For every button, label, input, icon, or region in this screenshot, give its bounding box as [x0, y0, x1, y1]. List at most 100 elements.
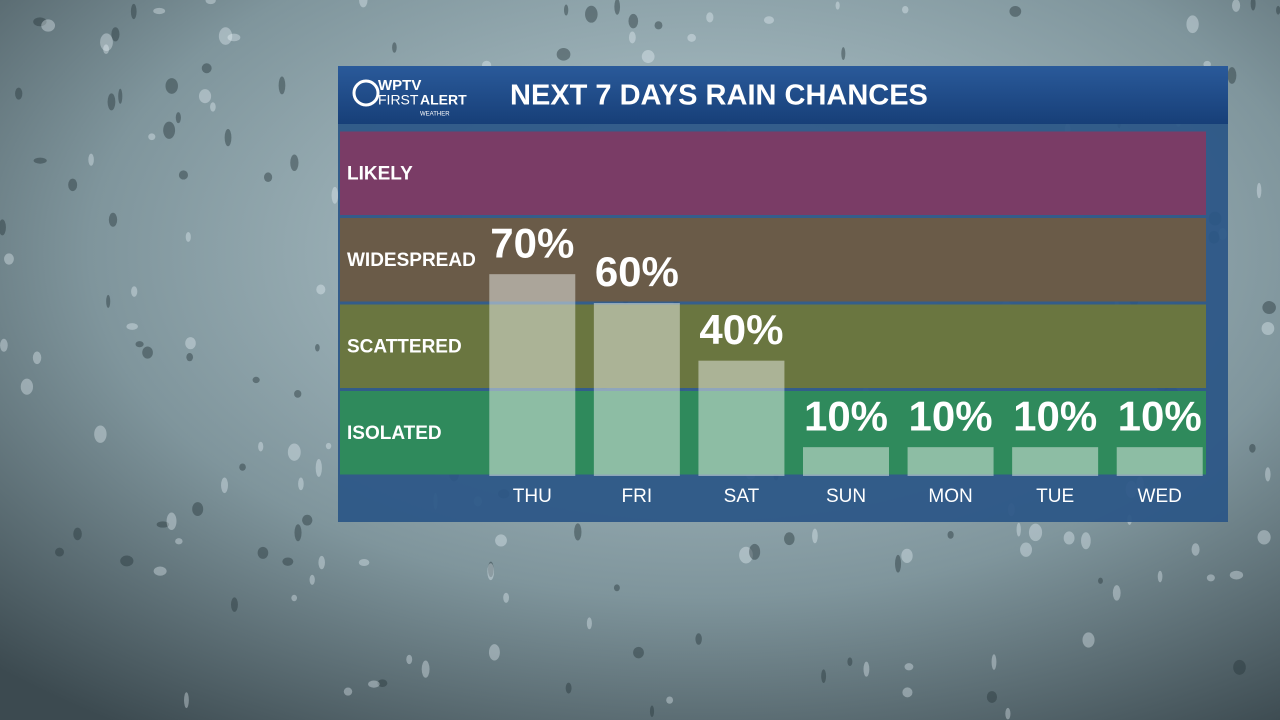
drop	[291, 594, 298, 602]
drop	[290, 154, 299, 172]
drop	[503, 592, 510, 603]
drop	[633, 646, 644, 659]
drop	[392, 42, 397, 53]
drop	[586, 617, 592, 630]
drop	[4, 253, 14, 265]
band	[340, 218, 1206, 302]
drop	[0, 338, 8, 352]
drop	[68, 178, 78, 192]
drop	[15, 87, 23, 100]
drop	[107, 93, 116, 111]
drop	[33, 157, 47, 164]
drop	[1261, 321, 1275, 336]
drop	[991, 654, 997, 670]
drop	[1249, 443, 1256, 453]
drop	[1081, 532, 1091, 550]
drop	[1028, 523, 1043, 542]
drop	[153, 566, 167, 576]
value-label: 10%	[804, 392, 888, 439]
drop	[895, 554, 902, 573]
x-tick-label: FRI	[622, 486, 653, 507]
drop	[1227, 67, 1237, 84]
drop	[263, 172, 273, 182]
drop	[1186, 15, 1199, 34]
drop	[186, 353, 194, 362]
drop	[221, 477, 229, 494]
drop	[100, 33, 113, 52]
drop	[153, 7, 166, 15]
drop	[55, 547, 64, 557]
drop	[257, 546, 269, 559]
drop	[358, 559, 370, 566]
drop	[1262, 301, 1276, 315]
drop	[614, 0, 621, 15]
chart-title: NEXT 7 DAYS RAIN CHANCES	[510, 80, 928, 112]
drop	[218, 27, 233, 45]
drop	[863, 661, 870, 677]
drop	[666, 696, 674, 704]
logo-first: FIRST	[378, 92, 419, 108]
x-tick-label: SUN	[826, 486, 866, 507]
logo-station: WPTV	[378, 77, 421, 94]
drop	[784, 532, 795, 546]
drop	[131, 286, 138, 297]
band-label: LIKELY	[347, 163, 413, 184]
drop	[184, 692, 189, 709]
drop	[628, 13, 639, 29]
drop	[41, 19, 56, 32]
drop	[841, 47, 846, 61]
drop	[298, 477, 304, 491]
drop	[130, 3, 137, 20]
drop	[695, 633, 702, 645]
logo-sub: WEATHER	[420, 112, 450, 118]
drop	[847, 657, 853, 666]
bar	[803, 447, 889, 476]
drop	[111, 27, 120, 42]
value-label: 70%	[490, 219, 574, 266]
band-label: WIDESPREAD	[347, 250, 476, 271]
drop	[142, 346, 153, 359]
drop	[1112, 585, 1121, 601]
drop	[166, 512, 177, 531]
logo-ring	[352, 79, 380, 107]
drop	[1016, 522, 1021, 537]
drop	[565, 682, 572, 694]
drop	[192, 502, 204, 517]
drop	[835, 1, 840, 10]
drop	[628, 31, 636, 44]
drop	[343, 687, 353, 696]
drop	[227, 33, 241, 42]
drop	[904, 663, 914, 671]
band	[340, 131, 1206, 215]
x-tick-label: THU	[513, 486, 552, 507]
drop	[1157, 570, 1163, 583]
drop	[947, 530, 954, 539]
value-label: 10%	[1118, 392, 1202, 439]
drop	[201, 63, 212, 74]
drop	[315, 459, 322, 477]
drop	[1233, 659, 1246, 675]
value-label: 60%	[595, 248, 679, 295]
drop	[641, 50, 655, 64]
drop	[294, 389, 302, 398]
drop	[163, 121, 176, 139]
drop	[1082, 632, 1095, 648]
drop	[1229, 570, 1244, 580]
drop	[1276, 5, 1280, 15]
bar	[1012, 447, 1099, 476]
drop	[563, 4, 569, 16]
drop	[406, 654, 413, 665]
drop	[175, 112, 181, 124]
drop	[224, 129, 232, 147]
drop	[103, 44, 110, 55]
drop	[294, 524, 302, 542]
drop	[318, 555, 325, 570]
drop	[585, 5, 598, 23]
x-tick-label: MON	[928, 486, 972, 507]
drop	[315, 343, 320, 352]
drop	[258, 441, 264, 452]
drop	[821, 669, 827, 683]
drop	[198, 89, 212, 104]
bar	[698, 360, 785, 476]
